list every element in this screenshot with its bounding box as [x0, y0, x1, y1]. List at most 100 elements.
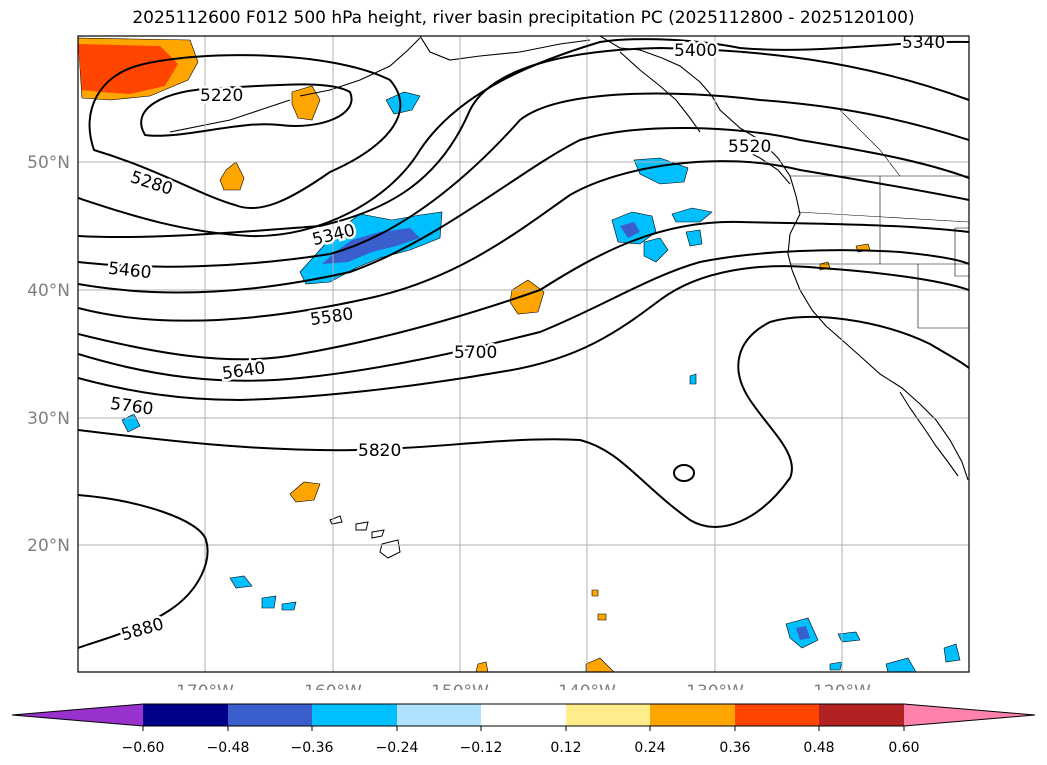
north-america-coast [599, 36, 969, 481]
contour-5880 [78, 494, 209, 649]
precip-blob-blue-se4 [943, 643, 961, 663]
contour-5640 [78, 220, 969, 361]
se-alaska-islands [619, 51, 701, 133]
contour-label: 5220 [200, 86, 243, 106]
gridlines [78, 36, 969, 672]
colorbar-tick-label: −0.48 [207, 740, 250, 756]
colorbar-segment [312, 704, 397, 726]
precip-blob-blue-se2 [837, 631, 861, 643]
precip-blob-blue-hi [689, 373, 697, 385]
colorbar-tick-label: 0.60 [888, 740, 919, 756]
contour-5220 [140, 83, 353, 137]
colorbar-segment [481, 704, 566, 726]
contour-label: 5760 [109, 394, 155, 420]
colorbar-segment [735, 704, 819, 726]
contour-label: 5280 [128, 167, 175, 199]
lat-labels: 50°N 40°N 30°N 20°N [27, 153, 70, 556]
border-nv-ca [917, 264, 969, 329]
precip-blob-orange-south [289, 481, 321, 503]
precip-blob-blue-sw1 [229, 575, 253, 589]
contour-label: 5520 [728, 137, 771, 157]
contour-5520 [78, 126, 969, 294]
colorbar-segment [397, 704, 481, 726]
precip-blob-blue-se3 [885, 657, 917, 672]
border-az [954, 227, 969, 277]
precip-blob-blue-a-core [322, 228, 420, 264]
precip-blob-orange-se4 [591, 589, 599, 597]
precip-blob-blue-sw2 [261, 595, 277, 609]
border-bc-ak [839, 109, 901, 177]
contour-5400 [78, 46, 969, 239]
colorbar-segments [11, 703, 1036, 731]
colorbar-tick-label: −0.12 [460, 740, 503, 756]
contour-label: 5820 [358, 441, 401, 461]
colorbar-tick-label: −0.60 [122, 740, 165, 756]
contour-5340 [78, 38, 969, 238]
precip-blob-blue-f [685, 229, 703, 247]
colorbar-tick-label: 0.24 [634, 740, 665, 756]
contour-labels: 5220 5280 5340 5340 5400 5460 5520 5580 … [105, 33, 948, 648]
baja-coast [899, 391, 959, 477]
colorbar-tick-label: 0.48 [803, 740, 834, 756]
borders [790, 109, 969, 329]
colorbar-outline [11, 703, 1036, 727]
precip-blob-blue-d [671, 207, 713, 223]
precip-blob-orange-se2 [475, 661, 489, 672]
border-wa-or [797, 211, 969, 223]
contour-5280 [88, 54, 402, 210]
contour-closed-small [673, 464, 695, 482]
lat-label: 30°N [27, 409, 70, 429]
coastlines [169, 36, 969, 481]
map-title: 2025112600 F012 500 hPa height, river ba… [132, 8, 915, 28]
precip-blob-orange-se1 [585, 657, 615, 672]
colorbar-segment [228, 704, 312, 726]
precip-blob-orange-mid [509, 279, 545, 315]
contour-5820 [78, 315, 969, 528]
lat-label: 40°N [27, 281, 70, 301]
precip-blob-blue-small [385, 91, 421, 115]
colorbar-tick-label: −0.36 [291, 740, 334, 756]
colorbar-segment [566, 704, 650, 726]
precip-blob-blue-sw3 [281, 601, 297, 611]
colorbar-tick-label: 0.12 [550, 740, 581, 756]
lon-label: 130°W [686, 682, 744, 690]
precip-blob-aleutian [291, 85, 321, 121]
lat-label: 20°N [27, 536, 70, 556]
lon-label: 150°W [431, 682, 489, 690]
precip-blob-blue-se1-core [796, 626, 810, 640]
contour-label: 5880 [119, 614, 166, 645]
colorbar-extend-low [12, 704, 143, 726]
precip-blob-orange-se3 [597, 613, 607, 621]
precip-blob-blue-c-core [620, 222, 640, 238]
height-contours [78, 38, 969, 649]
colorbar-tick-label: 0.36 [719, 740, 750, 756]
contour-label: 5460 [107, 259, 152, 283]
alaska-pen [299, 37, 421, 97]
lon-label: 160°W [304, 682, 362, 690]
contour-5460 [78, 92, 969, 268]
precip-fills [78, 37, 961, 672]
colorbar-tick-label: −0.24 [376, 740, 419, 756]
alaska-south-coast [419, 36, 591, 61]
contour-5760 [78, 265, 969, 402]
colorbar-extend-high [904, 704, 1035, 726]
precip-blob-blue-e [643, 237, 669, 263]
aleutians [169, 99, 291, 133]
map-panel: 5220 5280 5340 5340 5400 5460 5520 5580 … [27, 33, 970, 690]
lon-label: 140°W [558, 682, 616, 690]
colorbar-ticklabels: −0.60 −0.48 −0.36 −0.24 −0.12 0.12 0.24 … [122, 740, 920, 756]
lon-labels: 170°W 160°W 150°W 140°W 130°W 120°W [176, 682, 871, 690]
contour-label: 5340 [902, 33, 945, 53]
precip-blob-bering [219, 161, 245, 191]
colorbar-segment [650, 704, 735, 726]
contour-label: 5400 [674, 41, 717, 61]
lon-label: 120°W [813, 682, 871, 690]
lat-label: 50°N [27, 153, 70, 173]
lon-label: 170°W [176, 682, 234, 690]
contour-label: 5700 [454, 343, 497, 363]
colorbar-segment [819, 704, 904, 726]
precip-blob-blue-se5 [829, 661, 843, 671]
colorbar-segment [143, 704, 228, 726]
contour-5700 [78, 249, 969, 382]
map-frame [77, 35, 970, 673]
